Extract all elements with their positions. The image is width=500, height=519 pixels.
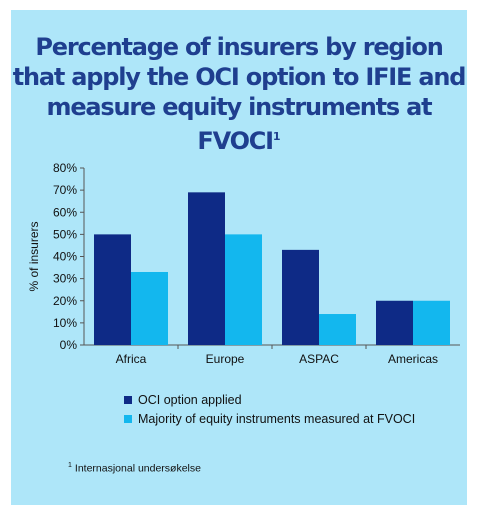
y-tick-label: 20% xyxy=(53,294,77,308)
y-tick-label: 60% xyxy=(53,205,77,219)
legend-label-series-2: Majority of equity instruments measured … xyxy=(138,412,416,426)
bar-series-1-aspac xyxy=(282,249,319,345)
bar-series-2-americas xyxy=(413,300,450,345)
footnote-text: Internasjonal undersøkelse xyxy=(74,462,201,475)
bar-series-2-aspac xyxy=(319,314,356,345)
y-tick-label: 70% xyxy=(53,183,77,197)
chart-title: Percentage of insurers by region that ap… xyxy=(12,33,467,155)
x-tick-label: Americas xyxy=(388,352,438,366)
footnote: 1 Internasjonal undersøkelse xyxy=(68,462,201,475)
legend: OCI option applied Majority of equity in… xyxy=(124,392,415,430)
legend-swatch-series-2 xyxy=(124,415,132,423)
x-tick-label: Africa xyxy=(116,352,147,366)
y-tick-label: 30% xyxy=(53,272,77,286)
x-tick-label: ASPAC xyxy=(299,352,339,366)
chart-panel: Percentage of insurers by region that ap… xyxy=(11,10,467,505)
y-tick-label: 0% xyxy=(60,338,78,352)
bar-series-1-americas xyxy=(376,300,413,345)
footnote-marker: 1 xyxy=(68,462,72,469)
y-tick-label: 40% xyxy=(53,250,77,264)
y-tick-label: 10% xyxy=(53,316,77,330)
title-footnote-marker: 1 xyxy=(272,130,281,143)
legend-item-series-2: Majority of equity instruments measured … xyxy=(124,411,415,427)
bar-series-1-europe xyxy=(188,192,225,345)
y-tick-label: 80% xyxy=(53,161,77,175)
bar-series-1-africa xyxy=(94,234,131,345)
legend-swatch-series-1 xyxy=(124,396,132,404)
y-axis-title: % of insurers xyxy=(27,221,41,291)
bar-series-2-africa xyxy=(131,271,168,345)
legend-label-series-1: OCI option applied xyxy=(138,393,242,407)
legend-item-series-1: OCI option applied xyxy=(124,392,415,408)
bar-series-2-europe xyxy=(225,234,262,345)
y-tick-label: 50% xyxy=(53,227,77,241)
x-tick-label: Europe xyxy=(206,352,245,366)
